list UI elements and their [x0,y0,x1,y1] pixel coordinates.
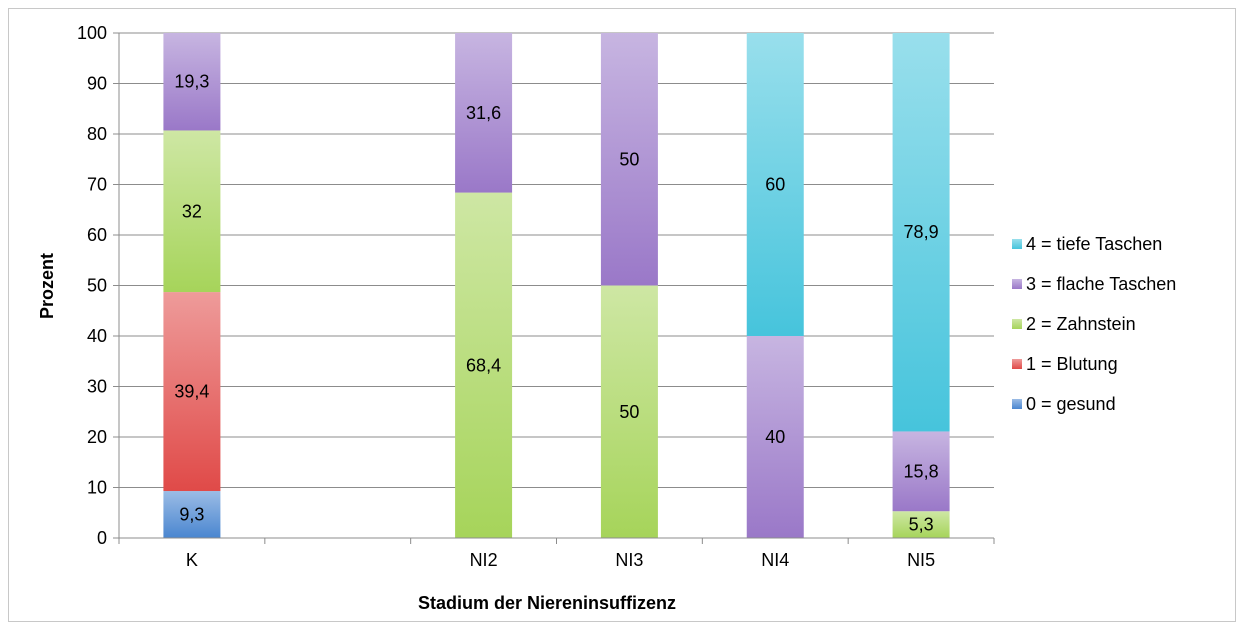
gridlines [119,32,994,539]
x-tick-label: NI2 [470,550,498,570]
data-label: 50 [619,402,639,422]
x-axis-title: Stadium der Niereninsuffizenz [418,593,676,613]
bar-segment [892,431,950,512]
legend-swatch [1012,399,1022,409]
y-tick-label: 30 [87,377,107,397]
x-tick-label: NI5 [907,550,935,570]
y-tick-label: 20 [87,427,107,447]
bar-segment [163,491,221,538]
data-label: 60 [765,175,785,195]
data-label: 19,3 [174,72,209,92]
bar-segment [892,33,950,432]
data-label: 31,6 [466,103,501,123]
bar-segment [163,130,221,293]
bar-segment [163,33,221,131]
data-label: 40 [765,427,785,447]
y-tick-label: 100 [77,23,107,43]
legend-label: 1 = Blutung [1026,354,1118,374]
bar-segment [600,33,658,286]
legend-swatch [1012,279,1022,289]
bar-segment [455,33,513,193]
data-label: 39,4 [174,382,209,402]
y-tick-label: 60 [87,225,107,245]
y-tick-label: 70 [87,175,107,195]
bars [163,33,950,538]
stacked-bar-chart: 0 10 20 30 40 50 60 70 80 90 100 K NI2 NI3 NI4 NI5 9,3 3… [37,23,1176,613]
legend-swatch [1012,319,1022,329]
data-labels: 9,3 39,4 32 19,3 68,4 31,6 50 50 40 60 5,3 15,8 78,9 [174,72,938,535]
y-tick-label: 50 [87,276,107,296]
data-label: 78,9 [904,222,939,242]
bar-segment [892,511,950,538]
y-tick-label: 90 [87,74,107,94]
y-tick-label: 40 [87,326,107,346]
legend-label: 3 = flache Taschen [1026,274,1176,294]
bar-segment [746,33,804,336]
y-axis-title: Prozent [37,253,57,319]
legend-label: 4 = tiefe Taschen [1026,234,1162,254]
y-tick-label: 0 [97,528,107,548]
data-label: 5,3 [909,515,934,535]
x-tick-label: K [186,550,198,570]
legend-label: 2 = Zahnstein [1026,314,1136,334]
data-label: 32 [182,201,202,221]
axes: 0 10 20 30 40 50 60 70 80 90 100 K NI2 NI3 NI4 NI5 [77,23,995,570]
chart-frame: 0 10 20 30 40 50 60 70 80 90 100 K NI2 NI3 NI4 NI5 9,3 3… [8,8,1236,622]
y-tick-label: 80 [87,124,107,144]
bar-segment [600,285,658,538]
y-tick-label: 10 [87,478,107,498]
legend-swatch [1012,359,1022,369]
bar-segment [746,336,804,538]
bar-segment [455,192,513,538]
data-label: 50 [619,149,639,169]
legend: 4 = tiefe Taschen 3 = flache Taschen 2 = Z… [1012,234,1176,414]
x-tick-label: NI3 [615,550,643,570]
data-label: 68,4 [466,355,501,375]
legend-label: 0 = gesund [1026,394,1116,414]
bar-segment [163,292,221,492]
legend-swatch [1012,239,1022,249]
x-tick-label: NI4 [761,550,789,570]
data-label: 9,3 [179,505,204,525]
data-label: 15,8 [904,461,939,481]
